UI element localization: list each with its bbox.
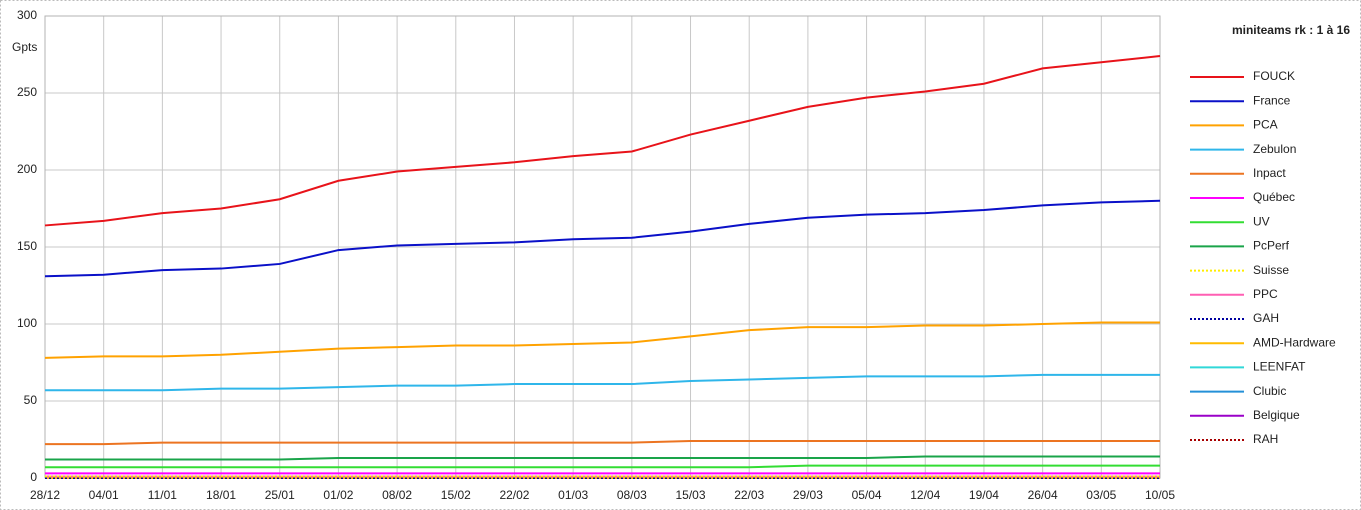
series-line [45,373,1160,392]
legend-label: Clubic [1253,384,1286,398]
x-tick-label: 10/05 [1145,488,1175,502]
series-line [45,440,1160,446]
legend-label: GAH [1253,311,1279,325]
legend-label: PPC [1253,287,1278,301]
chart-title: miniteams rk : 1 à 16 [1232,23,1350,37]
series-line [45,464,1160,469]
x-tick-label: 25/01 [265,488,295,502]
legend-label: LEENFAT [1253,360,1306,374]
legend-label: PcPerf [1253,239,1290,253]
x-tick-label: 15/03 [676,488,706,502]
x-tick-label: 12/04 [910,488,940,502]
series-line [44,55,1161,227]
x-tick-label: 11/01 [148,488,177,502]
y-axis-label: Gpts [12,40,37,54]
x-tick-label: 01/03 [558,488,588,502]
y-tick-label: 250 [17,85,37,99]
series-line [44,199,1161,278]
x-tick-label: 08/03 [617,488,647,502]
legend-label: UV [1253,214,1270,228]
series-line [45,455,1160,461]
y-tick-label: 0 [30,470,37,484]
x-tick-label: 22/03 [734,488,764,502]
legend-label: PCA [1253,118,1278,132]
legend-label: RAH [1253,432,1278,446]
y-tick-label: 150 [17,239,37,253]
x-tick-label: 26/04 [1028,488,1058,502]
x-tick-label: 01/02 [323,488,353,502]
x-tick-label: 28/12 [30,488,60,502]
legend-label: AMD-Hardware [1253,335,1336,349]
x-tick-label: 04/01 [89,488,119,502]
legend-label: Zebulon [1253,142,1296,156]
x-tick-label: 22/02 [499,488,529,502]
legend-label: Inpact [1253,166,1286,180]
legend-label: Québec [1253,190,1295,204]
x-tick-label: 19/04 [969,488,999,502]
y-tick-label: 100 [17,316,37,330]
x-tick-label: 05/04 [852,488,882,502]
y-tick-label: 200 [17,162,37,176]
x-tick-label: 08/02 [382,488,412,502]
y-tick-label: 300 [17,8,37,22]
series-line [44,321,1160,359]
legend-label: Suisse [1253,263,1289,277]
y-tick-label: 50 [24,393,38,407]
x-tick-label: 15/02 [441,488,471,502]
legend-label: Belgique [1253,408,1300,422]
legend-label: France [1253,93,1291,107]
x-tick-label: 03/05 [1086,488,1116,502]
legend-label: FOUCK [1253,69,1295,83]
x-tick-label: 29/03 [793,488,823,502]
x-tick-label: 18/01 [206,488,236,502]
